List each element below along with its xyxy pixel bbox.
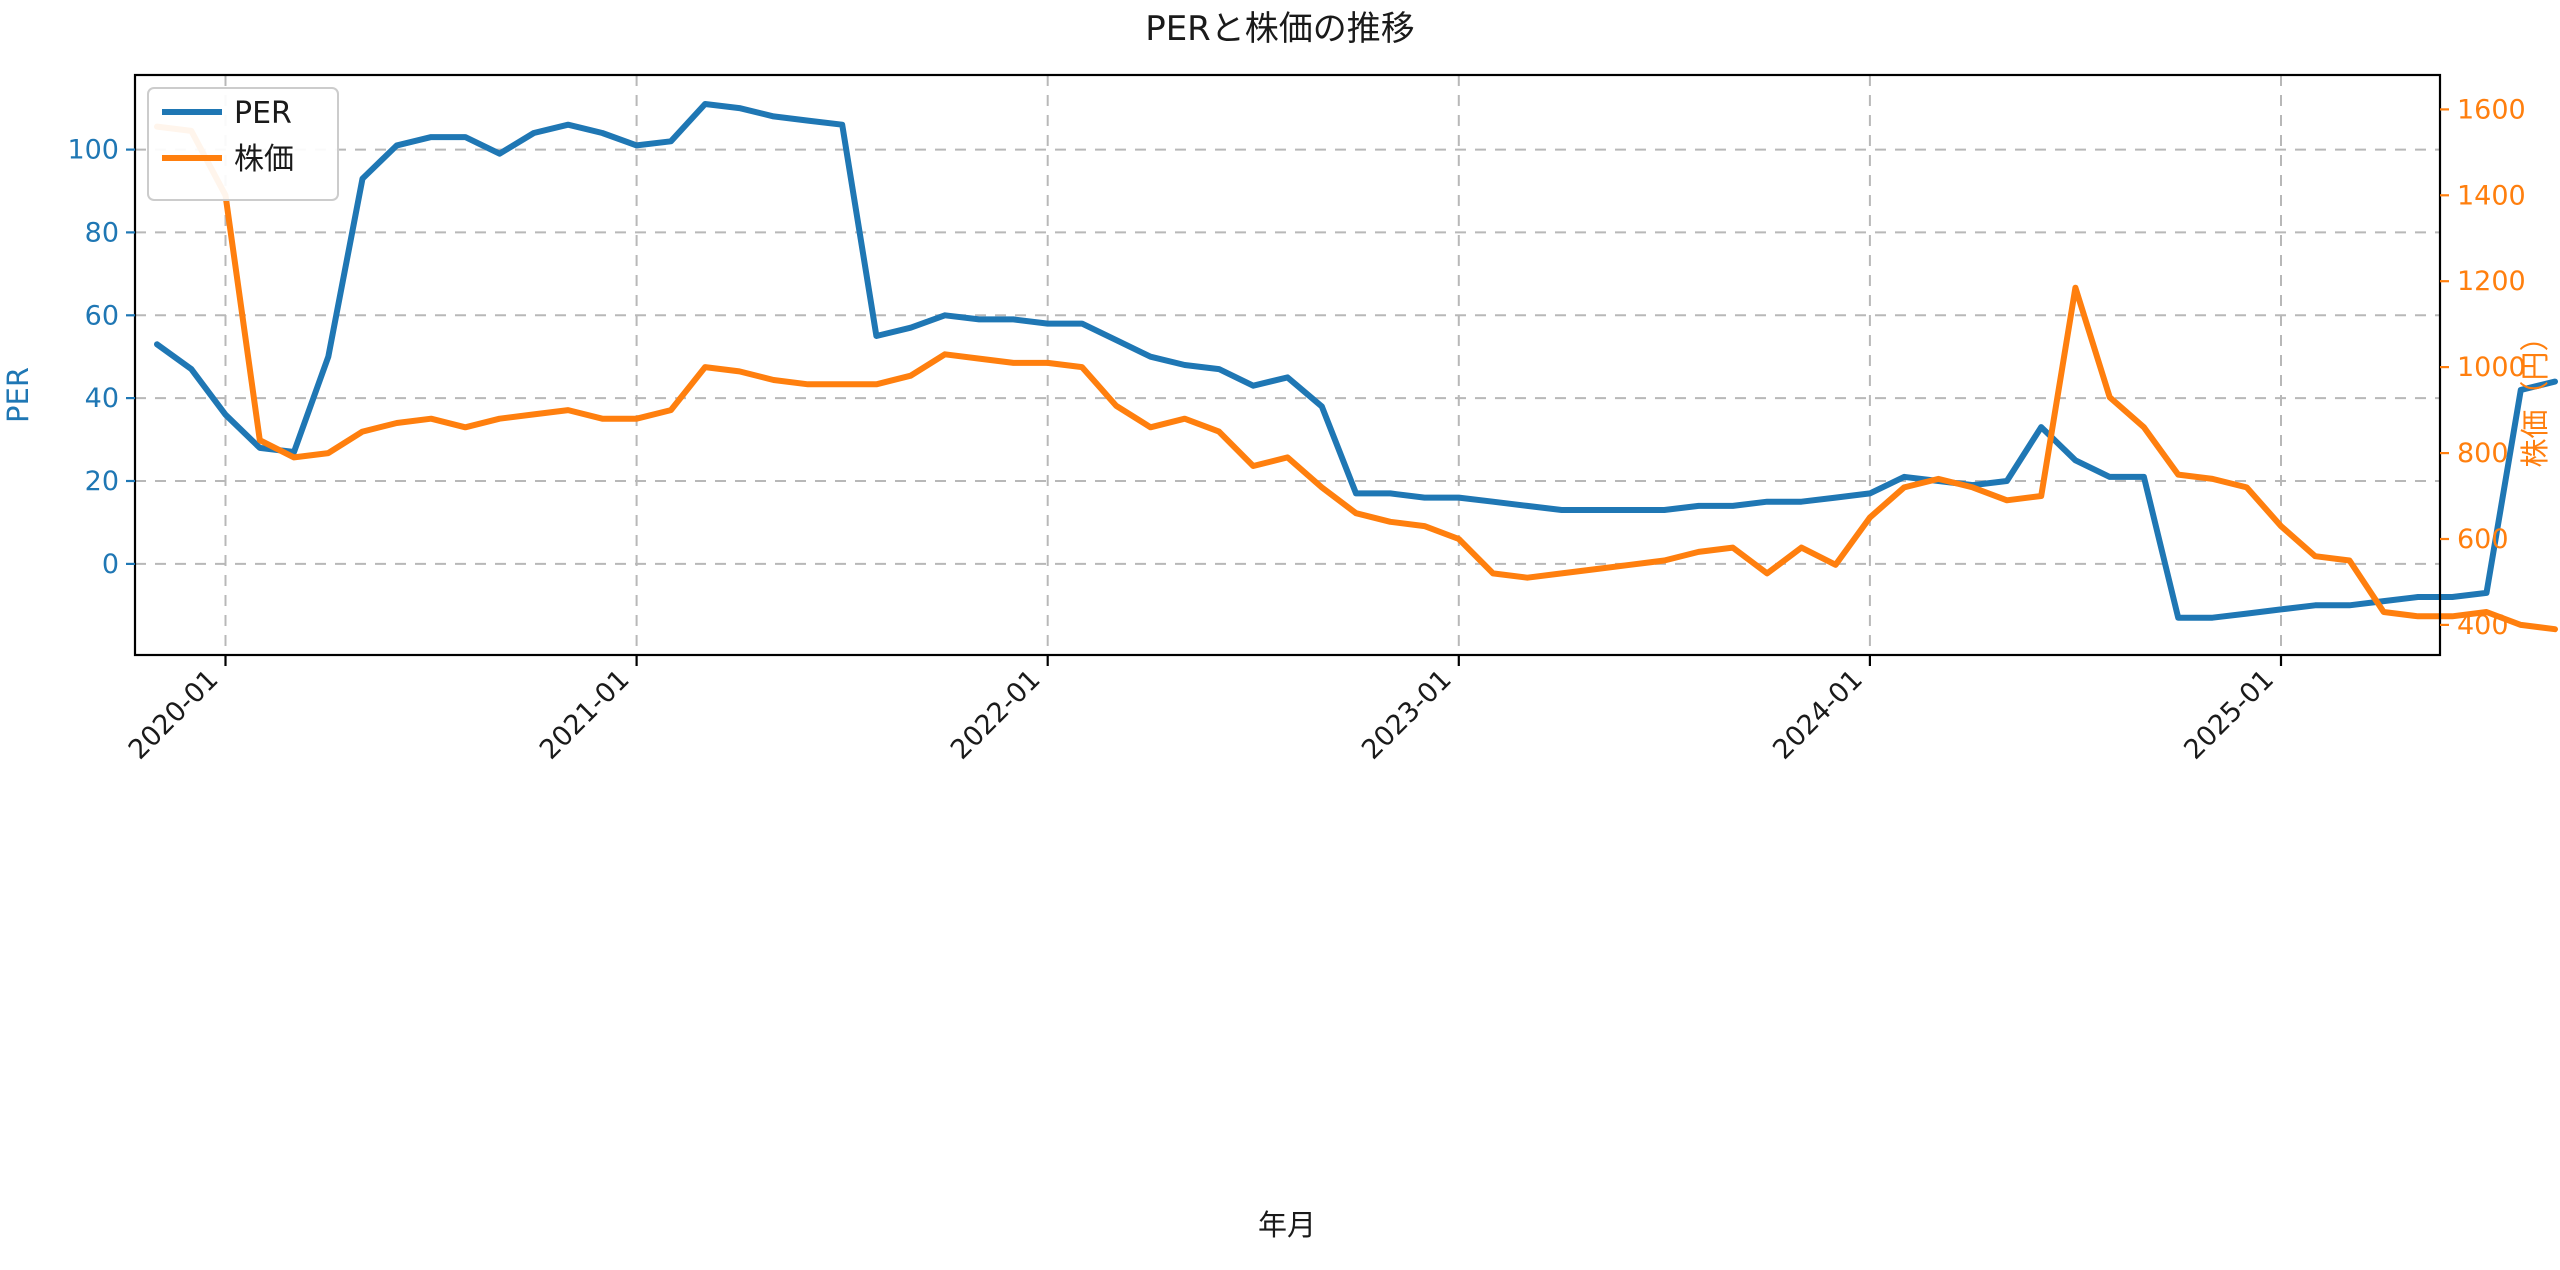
y-axis-right-tick-label: 1400 <box>2457 180 2526 211</box>
y-axis-left-tick-label: 60 <box>85 300 119 331</box>
series-line-PER <box>154 101 2558 621</box>
y-axis-right-tick-label: 1600 <box>2457 94 2526 125</box>
chart-legend[interactable]: PER 株価 <box>147 87 339 201</box>
y-axis-right-tick-label: 800 <box>2457 438 2509 469</box>
series-line-株価 <box>154 123 2558 633</box>
y-axis-left-tick-label: 80 <box>85 217 119 248</box>
x-axis-title: 年月 <box>1258 1208 1316 1242</box>
y-axis-right-tick-label: 1000 <box>2457 352 2526 383</box>
plot-area-frame <box>133 73 2442 657</box>
chart-title: PERと株価の推移 <box>1145 9 1415 49</box>
legend-label-株価: 株価 <box>234 142 294 177</box>
legend-label-PER: PER <box>234 96 292 131</box>
y-axis-right-tick-label: 600 <box>2457 524 2509 555</box>
y-axis-right-ticks: 400 600 800 1000 1200 1400 1600 <box>2440 94 2526 641</box>
y-axis-right-title: 株価（円） <box>2518 322 2552 467</box>
y-axis-left-tick-label: 40 <box>85 383 119 414</box>
y-axis-right-tick-label: 400 <box>2457 610 2509 641</box>
y-axis-right-tick-label: 1200 <box>2457 266 2526 297</box>
y-axis-left-ticks: 0 20 40 60 80 100 <box>67 135 135 580</box>
y-axis-left-title: PER <box>1 367 35 423</box>
data-series-group <box>154 101 2558 633</box>
y-axis-left-tick-label: 0 <box>102 549 119 580</box>
y-axis-left-tick-label: 100 <box>67 135 119 166</box>
y-axis-left-tick-label: 20 <box>85 466 119 497</box>
